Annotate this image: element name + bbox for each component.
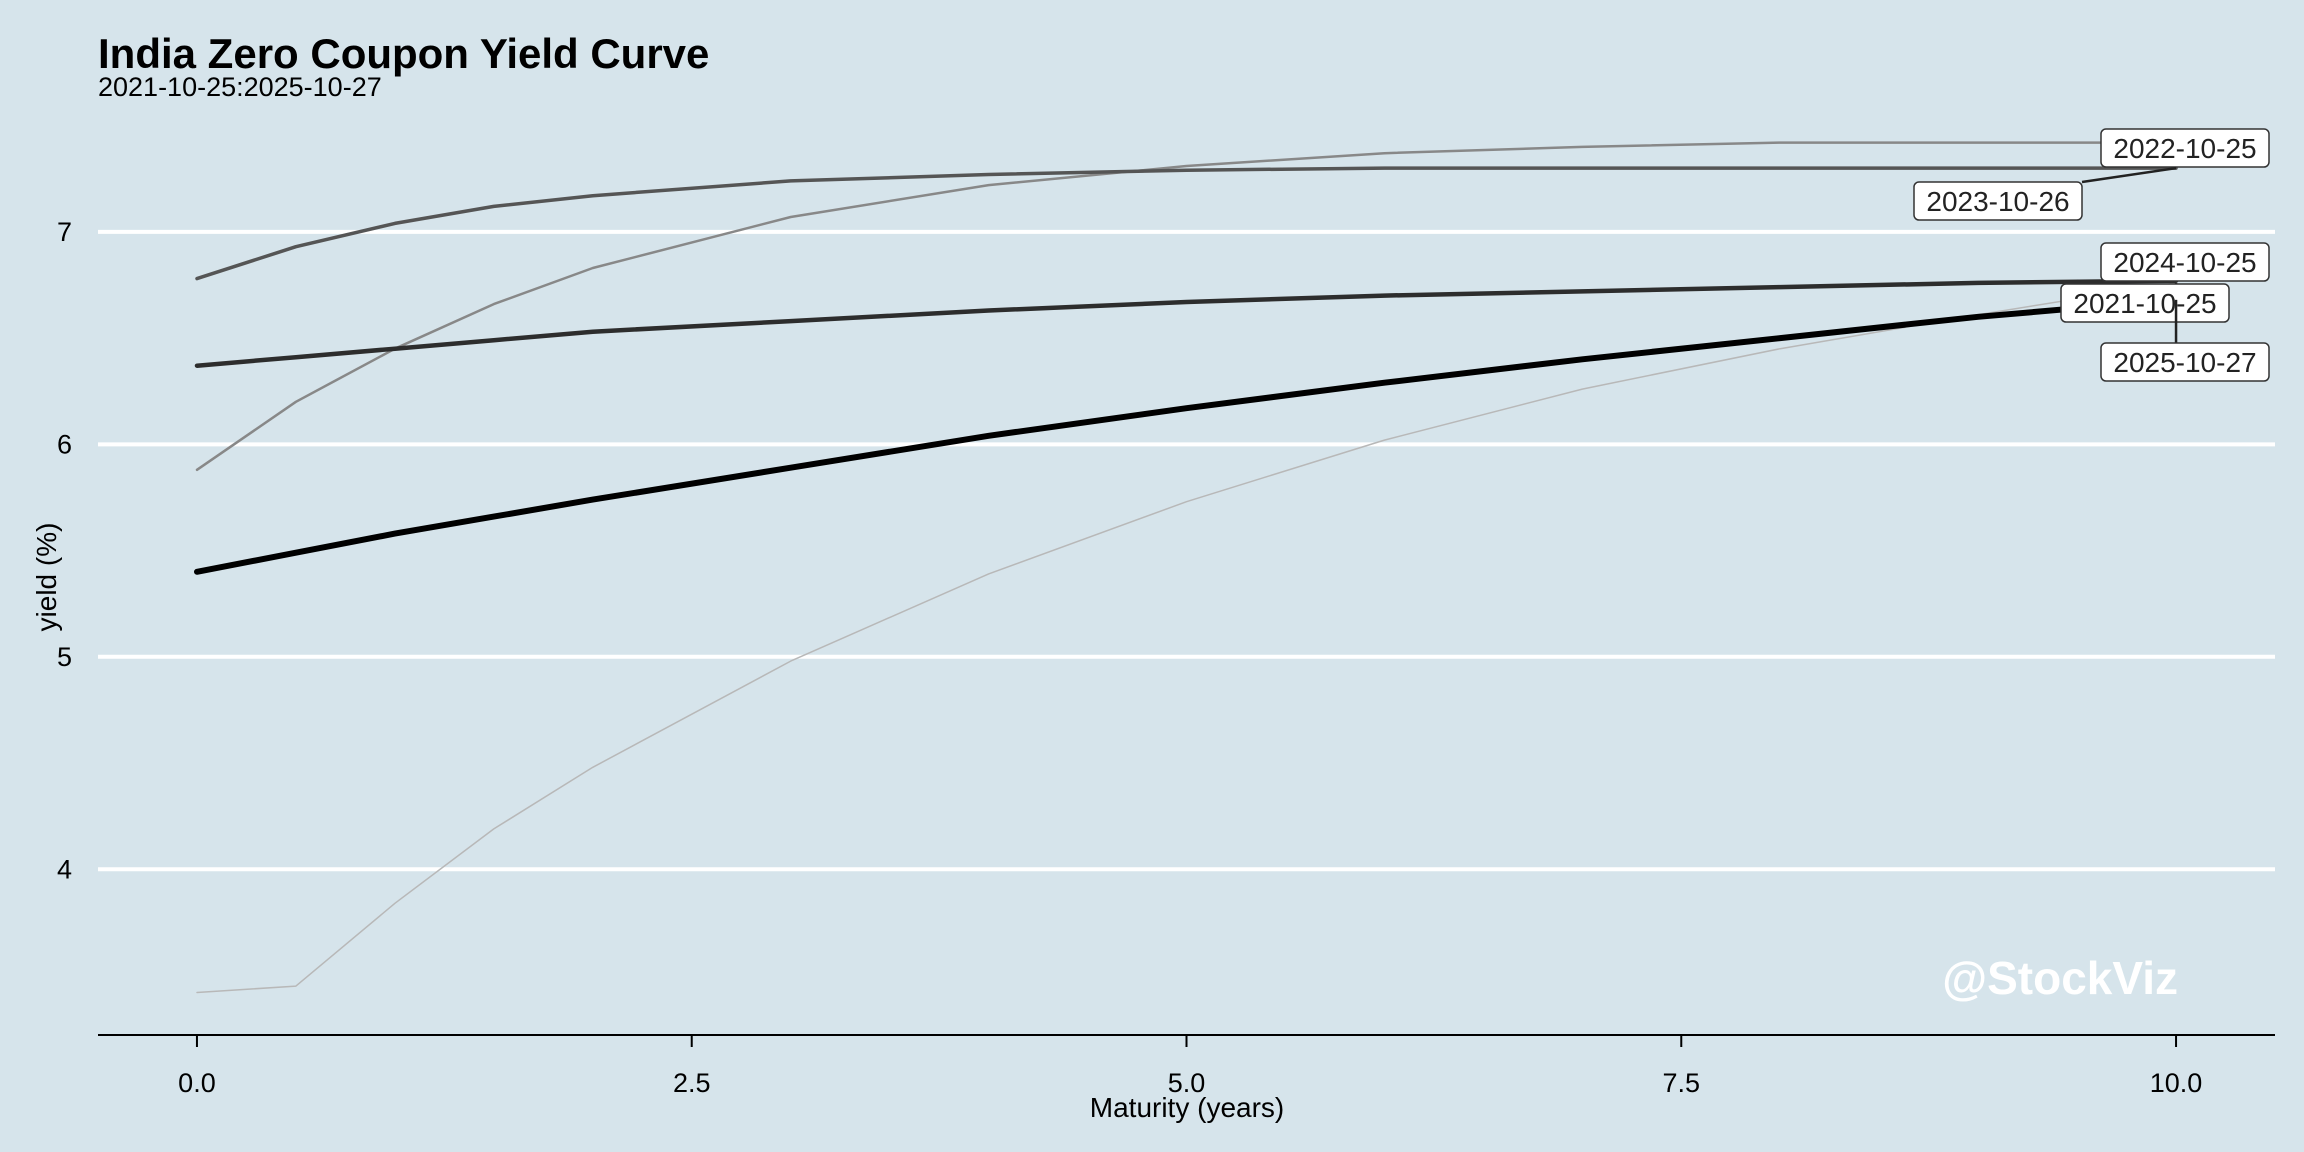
label-box bbox=[2100, 242, 2270, 282]
series-label-2021-10-25: 2021-10-25 bbox=[2060, 282, 2230, 323]
series-line-2024-10-25 bbox=[194, 278, 2179, 368]
series-line-2023-10-26 bbox=[195, 166, 2178, 281]
y-tick-label: 7 bbox=[57, 217, 72, 247]
x-tick-label: 0.0 bbox=[178, 1068, 216, 1098]
label-leader bbox=[2081, 166, 2177, 184]
chart-title: India Zero Coupon Yield Curve bbox=[98, 30, 709, 77]
y-axis-ticks: 4 5 6 7 bbox=[57, 217, 72, 884]
y-tick-label: 6 bbox=[57, 429, 72, 459]
gridlines bbox=[98, 229, 2275, 872]
series-line-2021-10-25 bbox=[196, 282, 2177, 994]
label-text: 2022-10-25 bbox=[2113, 133, 2256, 164]
label-text: 2024-10-25 bbox=[2113, 247, 2256, 278]
label-box bbox=[1913, 181, 2083, 221]
label-text: 2021-10-25 bbox=[2073, 288, 2216, 319]
label-box bbox=[2100, 342, 2270, 382]
label-box bbox=[2100, 128, 2270, 168]
label-text: 2023-10-26 bbox=[1926, 186, 2069, 217]
series-label-2023-10-26: 2023-10-26 bbox=[1913, 166, 2177, 221]
watermark: @StockViz bbox=[1942, 952, 2178, 1004]
series-label-2024-10-25: 2024-10-25 bbox=[2100, 242, 2270, 282]
x-tick-label: 7.5 bbox=[1662, 1068, 1700, 1098]
y-tick-label: 4 bbox=[57, 854, 72, 884]
series-label-2025-10-27: 2025-10-27 bbox=[2100, 299, 2270, 382]
x-tick-label: 2.5 bbox=[673, 1068, 711, 1098]
x-axis: 0.0 2.5 5.0 7.5 10.0 bbox=[98, 1034, 2275, 1098]
label-box bbox=[2060, 283, 2230, 323]
y-axis-title: yield (%) bbox=[31, 523, 62, 632]
label-text: 2025-10-27 bbox=[2113, 347, 2256, 378]
x-axis-title: Maturity (years) bbox=[1090, 1092, 1284, 1123]
y-tick-label: 5 bbox=[57, 642, 72, 672]
series-labels: 2021-10-25 2022-10-25 2023-10-26 2024-10-25… bbox=[1913, 128, 2270, 382]
x-tick-label: 5.0 bbox=[1168, 1068, 1206, 1098]
x-tick-label: 10.0 bbox=[2150, 1068, 2203, 1098]
series-line-2025-10-27 bbox=[194, 296, 2179, 575]
series-lines bbox=[194, 141, 2179, 994]
chart-subtitle: 2021-10-25:2025-10-27 bbox=[98, 72, 382, 102]
series-label-2022-10-25: 2022-10-25 bbox=[2100, 128, 2270, 168]
